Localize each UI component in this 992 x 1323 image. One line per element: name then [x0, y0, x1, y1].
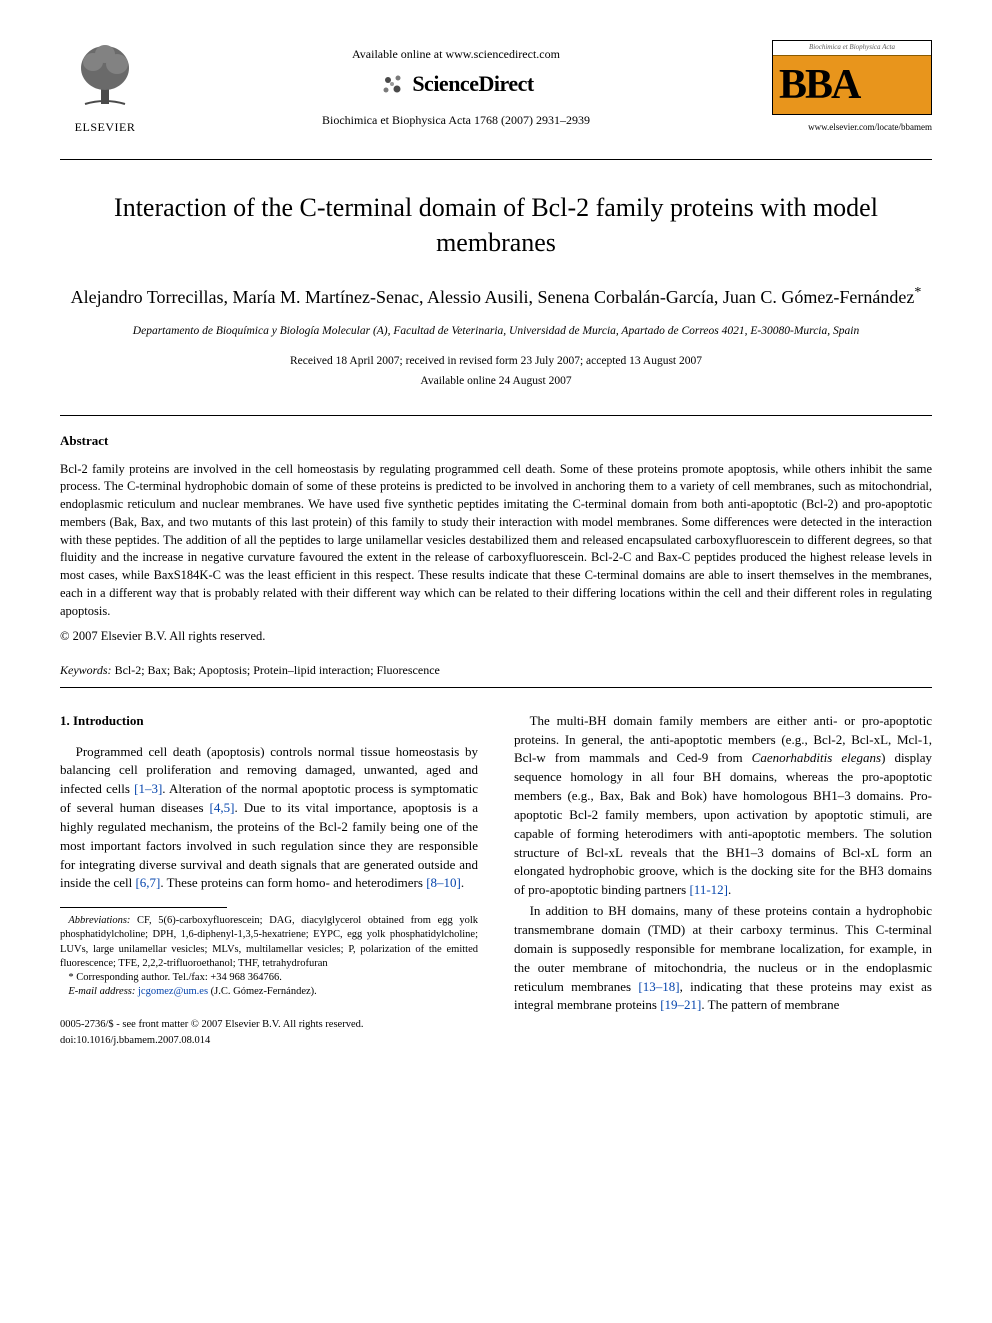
journal-citation: Biochimica et Biophysica Acta 1768 (2007…	[150, 112, 762, 129]
intro-heading: 1. Introduction	[60, 712, 478, 731]
email-footnote: E-mail address: jcgomez@um.es (J.C. Góme…	[60, 985, 478, 999]
keywords-text: Bcl-2; Bax; Bak; Apoptosis; Protein–lipi…	[112, 663, 440, 677]
left-column: 1. Introduction Programmed cell death (a…	[60, 712, 478, 1048]
bba-top-text: Biochimica et Biophysica Acta	[773, 41, 931, 56]
received-dates: Received 18 April 2007; received in revi…	[60, 353, 932, 369]
bba-mid: BBA	[773, 56, 931, 114]
abstract-top-divider	[60, 415, 932, 416]
front-matter-line: 0005-2736/$ - see front matter © 2007 El…	[60, 1017, 478, 1032]
doi-line: doi:10.1016/j.bbamem.2007.08.014	[60, 1033, 478, 1048]
ref-6-7[interactable]: [6,7]	[135, 875, 160, 890]
abbreviations-footnote: Abbreviations: CF, 5(6)-carboxyfluoresce…	[60, 914, 478, 971]
ref-8-10[interactable]: [8–10]	[426, 875, 461, 890]
corresponding-star: *	[914, 285, 921, 300]
elsevier-label: ELSEVIER	[60, 119, 150, 136]
keywords-line: Keywords: Bcl-2; Bax; Bak; Apoptosis; Pr…	[60, 662, 932, 679]
affiliation: Departamento de Bioquímica y Biología Mo…	[60, 324, 932, 340]
right-column: The multi-BH domain family members are e…	[514, 712, 932, 1048]
doi-block: 0005-2736/$ - see front matter © 2007 El…	[60, 1017, 478, 1047]
elsevier-logo-block: ELSEVIER	[60, 40, 150, 135]
corresponding-footnote: * Corresponding author. Tel./fax: +34 96…	[60, 971, 478, 985]
intro-para-1: Programmed cell death (apoptosis) contro…	[60, 743, 478, 894]
sciencedirect-row: ScienceDirect	[150, 69, 762, 100]
page-header: ELSEVIER Available online at www.science…	[60, 40, 932, 135]
available-online-text: Available online at www.sciencedirect.co…	[150, 46, 762, 63]
abstract-body: Bcl-2 family proteins are involved in th…	[60, 461, 932, 621]
ref-13-18[interactable]: [13–18]	[638, 979, 679, 994]
right-para-1: The multi-BH domain family members are e…	[514, 712, 932, 900]
bba-letters: BBA	[779, 64, 925, 106]
article-title: Interaction of the C-terminal domain of …	[60, 190, 932, 260]
sciencedirect-label: ScienceDirect	[412, 69, 533, 100]
footnote-rule	[60, 907, 227, 908]
email-link[interactable]: jcgomez@um.es	[135, 986, 208, 997]
available-date: Available online 24 August 2007	[60, 373, 932, 389]
ref-19-21[interactable]: [19–21]	[660, 997, 701, 1012]
bba-url: www.elsevier.com/locate/bbamem	[762, 121, 932, 134]
bba-logo-block: Biochimica et Biophysica Acta BBA www.el…	[762, 40, 932, 133]
ref-11-12[interactable]: [11-12]	[689, 882, 728, 897]
ref-1-3[interactable]: [1–3]	[134, 781, 162, 796]
bba-box: Biochimica et Biophysica Acta BBA	[772, 40, 932, 115]
sciencedirect-icon	[378, 70, 406, 98]
elsevier-tree-icon	[75, 40, 135, 108]
header-divider	[60, 159, 932, 160]
ref-4-5[interactable]: [4,5]	[210, 800, 235, 815]
abstract-heading: Abstract	[60, 432, 932, 450]
copyright-line: © 2007 Elsevier B.V. All rights reserved…	[60, 628, 932, 646]
header-center: Available online at www.sciencedirect.co…	[150, 40, 762, 128]
authors-line: Alejandro Torrecillas, María M. Martínez…	[60, 283, 932, 310]
body-columns: 1. Introduction Programmed cell death (a…	[60, 712, 932, 1048]
right-para-2: In addition to BH domains, many of these…	[514, 902, 932, 1015]
keywords-label: Keywords:	[60, 663, 112, 677]
abstract-bottom-divider	[60, 687, 932, 688]
authors-text: Alejandro Torrecillas, María M. Martínez…	[71, 287, 915, 307]
